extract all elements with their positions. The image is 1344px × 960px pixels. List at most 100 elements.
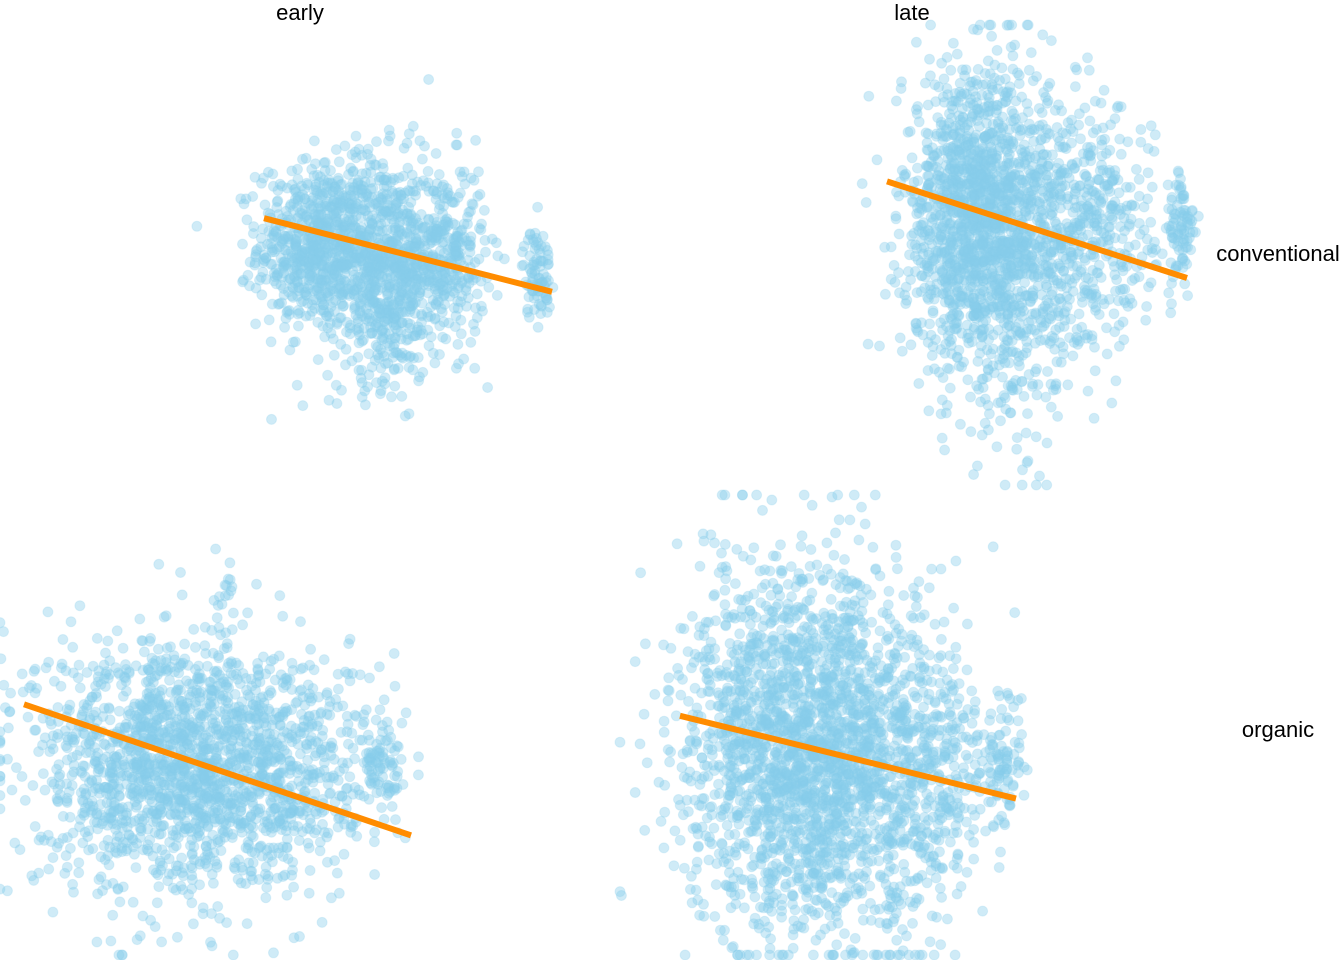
data-point xyxy=(334,312,346,324)
data-point xyxy=(1178,189,1190,201)
data-point xyxy=(422,165,434,177)
data-point xyxy=(1076,296,1088,308)
data-point xyxy=(471,288,483,300)
data-point xyxy=(1000,95,1012,107)
panel-late-conventional xyxy=(856,19,1204,491)
data-point xyxy=(1145,216,1157,228)
data-point xyxy=(361,189,373,201)
data-point xyxy=(338,262,350,274)
data-point xyxy=(291,379,303,391)
data-point xyxy=(1126,200,1137,212)
data-point xyxy=(27,780,39,791)
data-point xyxy=(1095,196,1107,208)
data-point xyxy=(1166,204,1178,216)
data-point xyxy=(1002,86,1014,98)
data-point xyxy=(1096,150,1108,162)
data-point xyxy=(311,239,323,251)
data-point xyxy=(900,298,912,310)
data-point xyxy=(330,210,342,222)
data-point xyxy=(362,247,374,259)
data-point xyxy=(9,837,21,849)
data-point xyxy=(297,153,308,165)
data-point xyxy=(1092,267,1104,279)
data-point xyxy=(323,174,335,186)
data-point xyxy=(151,897,163,909)
data-point xyxy=(492,250,504,262)
data-point xyxy=(338,202,350,214)
data-point xyxy=(268,230,280,242)
data-point xyxy=(532,201,544,213)
data-point xyxy=(995,165,1007,177)
data-point xyxy=(415,324,427,336)
data-point xyxy=(352,177,364,189)
data-point xyxy=(911,108,923,120)
data-point xyxy=(1123,218,1135,230)
data-point xyxy=(1020,290,1031,302)
data-point xyxy=(164,674,175,686)
data-point xyxy=(1014,174,1026,186)
data-point xyxy=(968,249,980,261)
data-point xyxy=(285,230,297,242)
data-point xyxy=(285,246,297,258)
data-point xyxy=(1104,229,1116,241)
data-point xyxy=(330,295,342,306)
data-point xyxy=(344,182,356,193)
data-point xyxy=(312,316,324,328)
data-point xyxy=(1101,167,1113,179)
data-point xyxy=(294,931,305,942)
data-point xyxy=(381,180,393,192)
data-point xyxy=(1062,379,1074,391)
data-point xyxy=(316,296,328,308)
data-point xyxy=(61,832,73,843)
data-point xyxy=(310,234,322,246)
data-point xyxy=(354,298,366,310)
data-point xyxy=(1004,407,1016,419)
data-point xyxy=(423,74,435,85)
data-point xyxy=(1095,97,1107,109)
data-point xyxy=(923,249,935,261)
data-point xyxy=(266,232,278,244)
data-point xyxy=(992,324,1004,336)
data-point xyxy=(975,340,987,352)
data-point xyxy=(320,243,332,255)
data-point xyxy=(346,221,358,233)
data-point xyxy=(257,223,269,235)
data-point xyxy=(436,306,448,318)
data-point xyxy=(396,390,408,402)
data-point xyxy=(316,916,328,928)
data-point xyxy=(326,247,338,259)
data-point xyxy=(1014,161,1026,173)
data-point xyxy=(1034,241,1046,253)
data-point xyxy=(331,398,343,409)
data-point xyxy=(293,282,305,294)
data-point xyxy=(970,270,982,281)
panel-early-organic xyxy=(0,543,424,960)
data-point xyxy=(30,724,42,736)
data-point xyxy=(303,274,315,286)
data-point xyxy=(1018,390,1030,402)
data-point xyxy=(307,240,319,252)
data-point xyxy=(399,410,411,422)
data-point xyxy=(895,83,907,94)
data-point xyxy=(332,175,344,187)
data-point xyxy=(1083,288,1095,300)
data-point xyxy=(309,239,321,251)
data-point xyxy=(297,400,309,412)
data-point xyxy=(470,134,482,146)
data-point xyxy=(455,314,467,326)
data-point xyxy=(270,225,282,237)
data-point xyxy=(1114,221,1126,233)
data-point xyxy=(351,324,363,336)
data-point xyxy=(491,289,503,301)
data-point xyxy=(1016,479,1028,491)
data-point xyxy=(289,271,300,283)
data-point xyxy=(332,259,344,271)
data-point xyxy=(240,193,252,205)
data-point xyxy=(474,188,486,200)
data-point xyxy=(320,220,332,232)
data-point xyxy=(1055,182,1067,194)
data-point xyxy=(432,226,444,238)
data-point xyxy=(266,298,278,310)
data-point xyxy=(454,271,466,283)
data-point xyxy=(333,189,345,201)
